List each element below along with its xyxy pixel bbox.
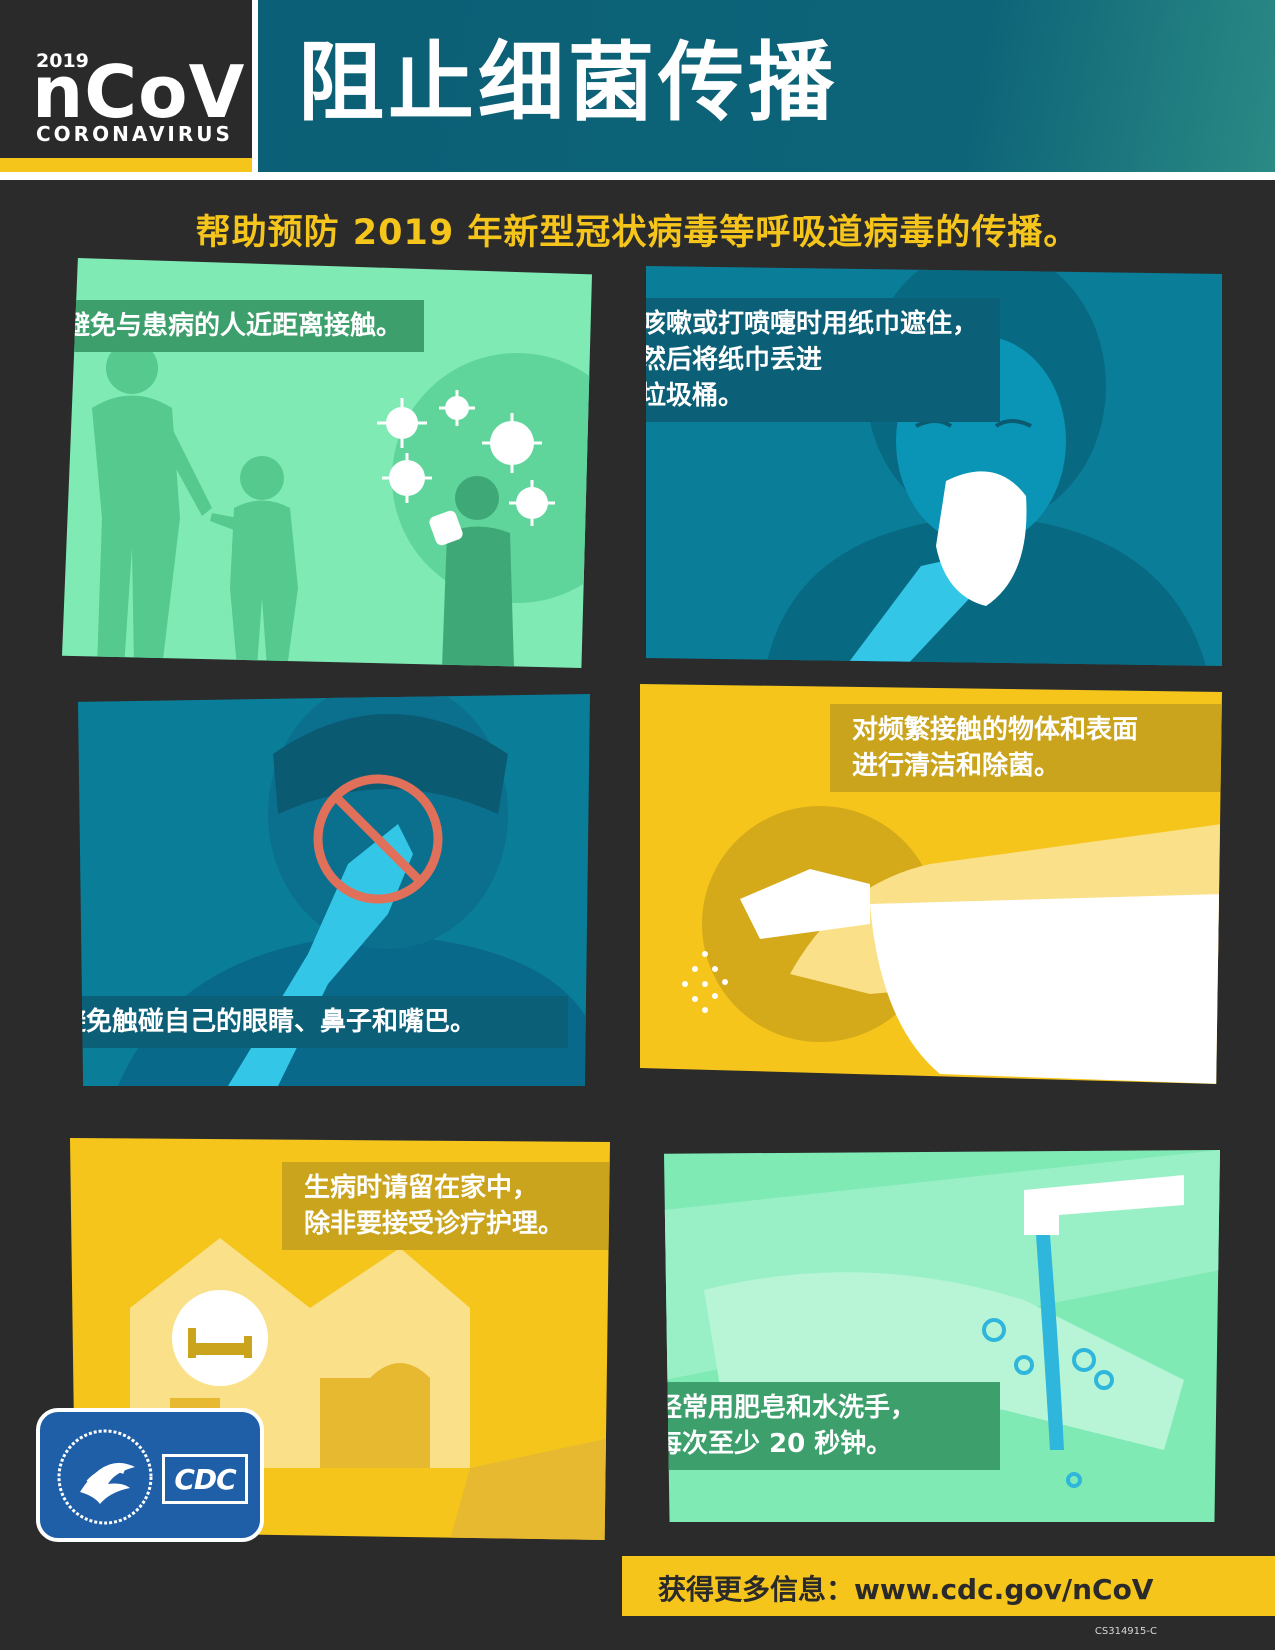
panel-clean-surfaces: 对频繁接触的物体和表面 进行清洁和除菌。 [640, 684, 1222, 1084]
panel-avoid-contact: 避免与患病的人近距离接触。 [62, 258, 592, 668]
people-illustration [92, 342, 592, 668]
document-code: CS314915-C [1094, 1626, 1157, 1637]
bed-icon [188, 1343, 252, 1355]
panel-no-touch-face: 避免触碰自己的眼睛、鼻子和嘴巴。 [78, 694, 590, 1086]
ncov-logo: 2019 nCoV CORONAVIRUS [0, 0, 252, 172]
hhs-eagle-icon [57, 1429, 153, 1525]
panel-caption: 对频繁接触的物体和表面 进行清洁和除菌。 [830, 704, 1222, 792]
logo-year: 2019 [36, 50, 89, 72]
spray-bottle-icon [740, 869, 870, 939]
cdc-label: CDC [174, 1463, 236, 1496]
more-info-link[interactable]: 获得更多信息：www.cdc.gov/nCoV [658, 1573, 1154, 1606]
panel-wash-hands: 经常用肥皂和水洗手， 每次至少 20 秒钟。 [664, 1150, 1220, 1522]
tissue-icon [936, 471, 1027, 606]
page-title: 阻止细菌传播 [298, 33, 838, 133]
logo-subtitle: CORONAVIRUS [36, 122, 233, 146]
faucet-icon [1024, 1175, 1184, 1235]
panel-caption: 经常用肥皂和水洗手， 每次至少 20 秒钟。 [664, 1382, 1000, 1470]
panel-caption: 咳嗽或打喷嚏时用纸巾遮住， 然后将纸巾丢进 垃圾桶。 [646, 298, 1001, 422]
title-banner: 阻止细菌传播 [258, 0, 1275, 172]
handwash-illustration [664, 1150, 1220, 1488]
panel-caption: 生病时请留在家中， 除非要接受诊疗护理。 [282, 1162, 610, 1250]
cdc-logo: CDC [162, 1454, 248, 1504]
panel-caption: 避免触碰自己的眼睛、鼻子和嘴巴。 [78, 996, 568, 1048]
panel-cover-cough: 咳嗽或打喷嚏时用纸巾遮住， 然后将纸巾丢进 垃圾桶。 [646, 266, 1222, 666]
poster-subtitle: 帮助预防 2019 年新型冠状病毒等呼吸道病毒的传播。 [195, 213, 1080, 253]
logo-accent-bar [0, 158, 252, 172]
poster-body: 帮助预防 2019 年新型冠状病毒等呼吸道病毒的传播。 [0, 180, 1275, 1650]
sneeze-illustration [766, 266, 1206, 666]
no-touch-icon [313, 774, 443, 904]
spray-illustration [682, 806, 1222, 1084]
more-info-bar: 获得更多信息：www.cdc.gov/nCoV [622, 1556, 1275, 1616]
panel-caption: 避免与患病的人近距离接触。 [62, 300, 425, 352]
agency-logo: CDC [36, 1408, 264, 1542]
logo-main: nCoV [32, 50, 246, 134]
